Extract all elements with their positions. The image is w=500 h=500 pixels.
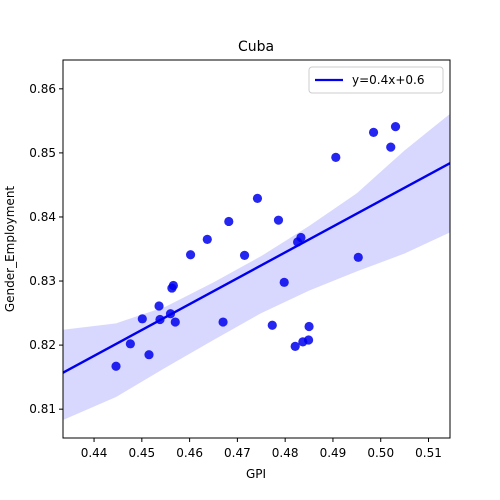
data-point — [252, 193, 263, 203]
x-tick-label: 0.48 — [272, 446, 299, 460]
data-point — [279, 277, 289, 287]
data-point — [290, 341, 300, 351]
data-point — [331, 152, 341, 162]
data-point — [185, 250, 196, 260]
data-point — [368, 127, 379, 137]
y-tick-label: 0.83 — [29, 274, 56, 288]
x-tick-label: 0.51 — [415, 446, 442, 460]
x-tick-label: 0.46 — [176, 446, 203, 460]
data-point — [170, 317, 180, 327]
regression-line — [62, 162, 451, 374]
data-point — [304, 321, 314, 332]
x-tick-label: 0.45 — [128, 446, 155, 460]
x-axis-label: GPI — [246, 467, 266, 481]
y-tick-label: 0.81 — [29, 402, 56, 416]
data-point — [303, 335, 314, 345]
chart-title: Cuba — [238, 39, 274, 55]
x-tick-label: 0.47 — [224, 446, 251, 460]
data-point — [267, 320, 277, 330]
plot-frame — [62, 59, 451, 439]
data-point — [111, 361, 121, 371]
data-point — [218, 317, 228, 327]
data-point — [144, 350, 154, 360]
y-tick-label: 0.85 — [29, 146, 56, 160]
x-tick-label: 0.50 — [367, 446, 394, 460]
data-point — [202, 234, 212, 244]
data-point — [273, 215, 284, 225]
data-point — [137, 314, 147, 324]
data-point — [353, 252, 363, 262]
data-point — [239, 250, 250, 261]
fit-line-layer — [62, 162, 451, 374]
legend-label: y=0.4x+0.6 — [352, 73, 424, 87]
x-ticks: 0.44 0.45 0.46 0.47 0.48 0.49 0.50 0.51 — [81, 438, 442, 460]
y-tick-label: 0.86 — [29, 82, 56, 96]
data-point — [390, 122, 401, 132]
data-point — [386, 142, 396, 152]
y-tick-label: 0.82 — [29, 338, 56, 352]
legend-box — [308, 66, 444, 94]
data-point — [125, 339, 135, 349]
x-tick-label: 0.44 — [81, 446, 108, 460]
y-tick-label: 0.84 — [29, 210, 56, 224]
y-axis-label: Gender_Employment — [3, 186, 17, 313]
legend: y=0.4x+0.6 — [308, 66, 444, 94]
data-point — [296, 232, 306, 243]
data-point — [224, 216, 234, 227]
y-ticks: 0.81 0.82 0.83 0.84 0.85 0.86 — [29, 82, 63, 416]
data-point — [168, 280, 178, 291]
data-point — [154, 301, 164, 311]
x-tick-label: 0.49 — [320, 446, 347, 460]
